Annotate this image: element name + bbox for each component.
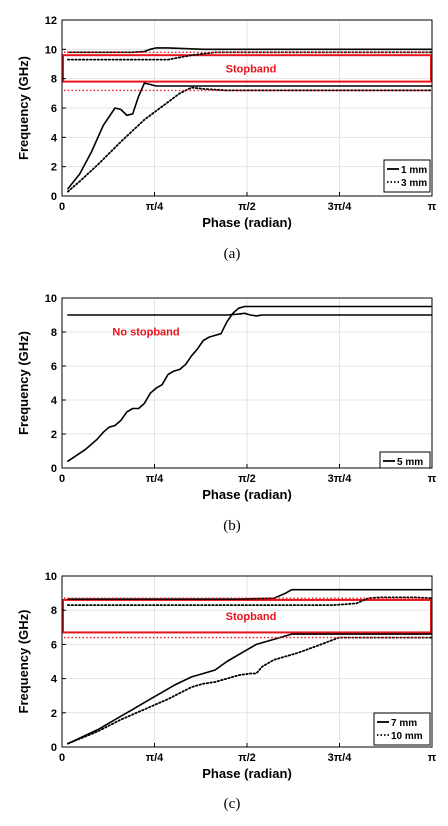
- panel-caption: (b): [223, 518, 241, 534]
- series-line: [67, 312, 433, 317]
- x-tick-label: π/4: [146, 752, 164, 764]
- y-tick-label: 6: [51, 639, 57, 651]
- legend-box: [379, 451, 431, 469]
- y-tick-label: 8: [51, 605, 57, 617]
- series-line: [67, 596, 433, 606]
- y-tick-label: 6: [51, 103, 57, 115]
- legend-label: 10 mm: [391, 731, 423, 742]
- x-tick-label: 3π/4: [328, 473, 353, 485]
- legend-label: 3 mm: [401, 178, 427, 189]
- annotation-label: Stopband: [226, 63, 277, 75]
- y-tick-label: 4: [51, 395, 58, 407]
- stopband-box: [62, 598, 432, 634]
- panel-caption: (a): [224, 246, 241, 262]
- y-tick-label: 4: [51, 132, 58, 144]
- stopband-box: [62, 54, 432, 83]
- legend: 1 mm 3 mm: [383, 159, 431, 193]
- annotation-label: No stopband: [112, 326, 179, 338]
- y-tick-label: 12: [45, 15, 57, 27]
- y-tick-label: 2: [51, 429, 57, 441]
- x-tick-label: 3π/4: [328, 752, 353, 764]
- legend: 7 mm 10 mm: [373, 712, 431, 746]
- y-tick-label: 0: [51, 742, 57, 754]
- annotation-label: Stopband: [226, 611, 277, 623]
- legend-label: 5 mm: [397, 457, 423, 468]
- y-tick-label: 0: [51, 191, 57, 203]
- x-axis-label: Phase (radian): [202, 487, 292, 502]
- legend-label: 7 mm: [391, 718, 417, 729]
- chart-panel: 0 2 4 6 8 10 0 π/4 π/2 3π/4 π Phase (radian) Frequen…: [16, 571, 437, 812]
- series-line: [67, 588, 433, 600]
- chart-panel: 0 2 4 6 8 10 0 π/4 π/2 3π/4 π Phase (radian) Frequen…: [16, 293, 437, 534]
- x-tick-label: π/2: [238, 201, 256, 213]
- y-tick-label: 8: [51, 74, 57, 86]
- series-line: [67, 82, 433, 190]
- x-tick-label: π: [428, 201, 437, 213]
- y-tick-label: 10: [45, 44, 57, 56]
- legend: 5 mm: [379, 451, 431, 469]
- y-tick-label: 4: [51, 674, 58, 686]
- y-tick-label: 10: [45, 293, 57, 305]
- legend-box: [373, 712, 431, 746]
- x-tick-label: π: [428, 752, 437, 764]
- y-tick-label: 0: [51, 463, 57, 475]
- legend-box: [383, 159, 431, 193]
- y-tick-label: 8: [51, 327, 57, 339]
- y-axis-label: Frequency (GHz): [16, 56, 31, 160]
- series-line: [67, 633, 433, 745]
- legend-label: 1 mm: [401, 165, 427, 176]
- x-tick-label: π/4: [146, 201, 164, 213]
- x-tick-label: π: [428, 473, 437, 485]
- x-tick-label: 0: [59, 473, 65, 485]
- series-line: [67, 305, 433, 462]
- x-tick-label: 3π/4: [328, 201, 353, 213]
- chart-panel: 0 2 4 6 8 10 12 0 π/4 π/2 3π/4 π Phase (radian) Frequ…: [16, 15, 437, 262]
- panel-caption: (c): [224, 796, 241, 812]
- x-tick-label: 0: [59, 752, 65, 764]
- y-axis-label: Frequency (GHz): [16, 609, 31, 713]
- series-line: [67, 86, 433, 193]
- y-tick-label: 2: [51, 162, 57, 174]
- x-tick-label: π/2: [238, 752, 256, 764]
- x-tick-label: 0: [59, 201, 65, 213]
- y-tick-label: 2: [51, 708, 57, 720]
- x-axis-label: Phase (radian): [202, 766, 292, 781]
- x-tick-label: π/2: [238, 473, 256, 485]
- x-tick-label: π/4: [146, 473, 164, 485]
- y-tick-label: 6: [51, 361, 57, 373]
- y-tick-label: 10: [45, 571, 57, 583]
- series-line: [67, 47, 433, 54]
- x-axis-label: Phase (radian): [202, 215, 292, 230]
- y-axis-label: Frequency (GHz): [16, 331, 31, 435]
